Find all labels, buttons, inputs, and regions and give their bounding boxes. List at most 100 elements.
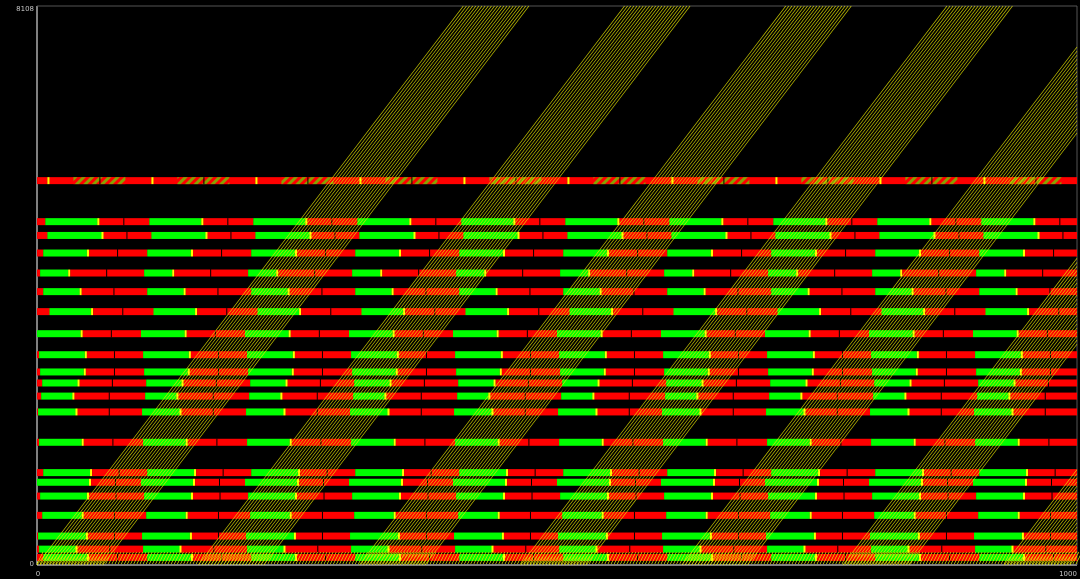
red-phase-bar (37, 532, 39, 540)
phase-separator (1049, 288, 1051, 296)
entry-trajectory (741, 551, 749, 565)
vehicle-trajectory (235, 5, 663, 566)
phase-separator (843, 478, 844, 486)
green-phase-bar (975, 438, 1018, 446)
entry-trajectory (657, 551, 665, 565)
entry-trajectory (292, 551, 300, 565)
yellow-phase-bar (671, 177, 674, 185)
green-phase-bar (458, 511, 498, 519)
yellow-phase-bar (900, 269, 903, 277)
entry-trajectory (769, 551, 777, 565)
entry-trajectory (854, 551, 861, 565)
red-phase-bar (1039, 231, 1077, 239)
phase-separator (539, 218, 541, 226)
red-phase-bar (297, 492, 353, 500)
entry-trajectory (102, 551, 109, 565)
red-phase-bar (382, 269, 457, 277)
red-phase-bar (93, 308, 154, 316)
entry-trajectory (947, 551, 955, 565)
red-phase-bar (37, 379, 43, 387)
entry-trajectory (632, 551, 640, 565)
entry-trajectory (407, 551, 415, 565)
entry-trajectory (666, 551, 674, 565)
yellow-phase-bar (911, 288, 914, 296)
vehicle-trajectory (886, 315, 1078, 566)
red-phase-bar (613, 308, 674, 316)
yellow-phase-bar (72, 392, 75, 400)
trajectory-platoon (681, 46, 1078, 566)
entry-trajectory (810, 551, 818, 565)
entry-trajectory (539, 551, 546, 565)
yellow-phase-bar (933, 231, 936, 239)
entry-trajectory (966, 551, 974, 565)
phase-separator (529, 368, 531, 376)
entry-trajectory (298, 551, 306, 565)
vehicle-trajectory (260, 5, 688, 566)
entry-trajectory (763, 551, 771, 565)
green-phase-bar (983, 231, 1038, 239)
green-phase-bar (875, 553, 919, 561)
red-phase-bar (278, 269, 353, 277)
green-phase-bar (143, 351, 189, 359)
red-phase-bar (404, 469, 460, 477)
phase-separator (742, 469, 744, 477)
green-phase-bar (41, 392, 73, 400)
red-phase-bar (193, 553, 252, 561)
entry-trajectory (167, 551, 175, 565)
red-phase-bar (915, 438, 976, 446)
phase-separator (1054, 469, 1056, 477)
entry-trajectory (354, 551, 362, 565)
entry-trajectory (145, 551, 153, 565)
green-phase-bar (979, 469, 1027, 477)
vehicle-trajectory (371, 5, 799, 566)
phase-separator (1059, 218, 1061, 226)
entry-trajectory (161, 551, 169, 565)
vehicle-trajectory (1041, 518, 1078, 566)
entry-trajectory (261, 551, 268, 565)
entry-trajectory (1019, 551, 1027, 565)
yellow-phase-bar (255, 177, 258, 185)
green-phase-bar (456, 368, 500, 376)
yellow-phase-bar (205, 231, 208, 239)
yellow-phase-bar (77, 379, 80, 387)
phase-separator (723, 177, 725, 185)
green-phase-bar (563, 249, 607, 257)
intersection-row (37, 511, 1077, 519)
entry-trajectory (401, 551, 409, 565)
entry-trajectory (613, 551, 621, 565)
phase-separator (323, 492, 325, 500)
entry-trajectory (744, 551, 752, 565)
green-phase-bar (765, 330, 809, 338)
entry-trajectory (1044, 551, 1052, 565)
green-phase-bar (255, 231, 310, 239)
yellow-phase-bar (609, 478, 612, 486)
vehicle-trajectory (1019, 489, 1078, 566)
red-phase-bar (918, 351, 976, 359)
entry-trajectory (570, 551, 577, 565)
phase-separator (115, 492, 117, 500)
entry-trajectory (907, 551, 914, 565)
vehicle-trajectory (895, 327, 1078, 566)
yellow-phase-bar (1019, 368, 1022, 376)
green-phase-bar (975, 545, 1012, 553)
vehicle-trajectory (396, 5, 824, 566)
entry-trajectory (49, 551, 56, 565)
trajectory-platoon (36, 5, 530, 566)
yellow-phase-bar (813, 532, 816, 540)
trajectory-platoon (842, 257, 1078, 566)
yellow-phase-bar (817, 478, 820, 486)
entry-trajectory (457, 551, 465, 565)
entry-trajectory (233, 551, 240, 565)
green-phase-bar (563, 553, 607, 561)
phase-separator (331, 218, 333, 226)
phase-separator (1049, 368, 1051, 376)
yellow-phase-bar (287, 288, 290, 296)
yellow-phase-bar (493, 379, 496, 387)
yellow-phase-bar (188, 351, 191, 359)
red-phase-bar (191, 532, 247, 540)
entry-trajectory (105, 551, 112, 565)
entry-trajectory (217, 551, 225, 565)
phase-separator (942, 330, 944, 338)
yellow-phase-bar (491, 545, 494, 553)
phase-separator (854, 231, 856, 239)
